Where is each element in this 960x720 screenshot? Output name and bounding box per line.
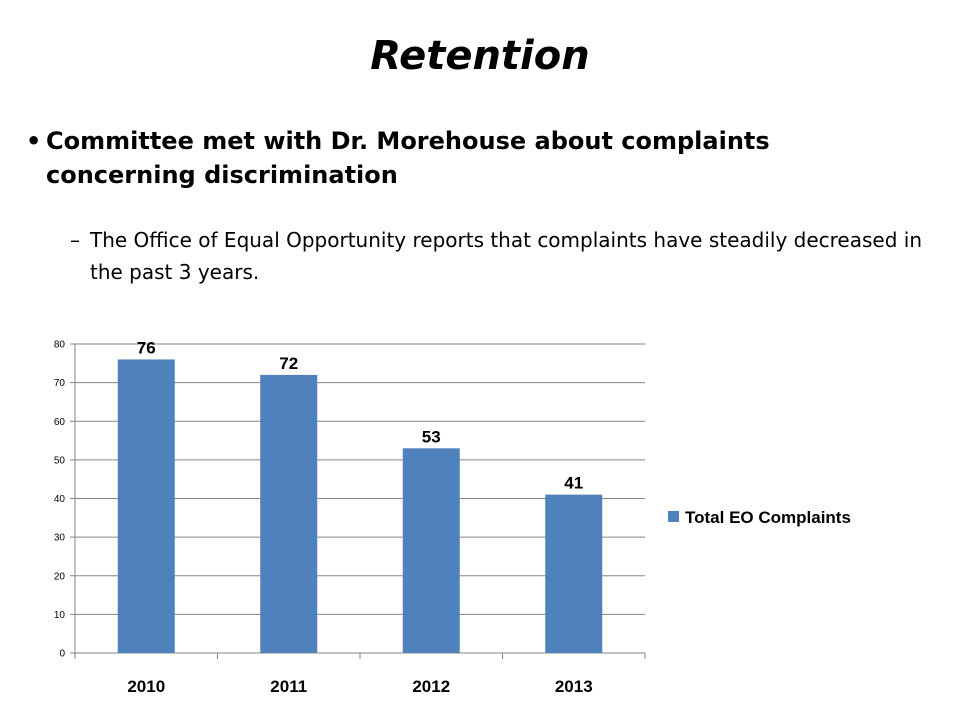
y-tick-label: 60: [54, 417, 66, 428]
x-tick-label: 2011: [270, 677, 307, 696]
data-label: 53: [422, 427, 441, 446]
legend-label: Total EO Complaints: [685, 508, 851, 527]
bullet-dot-icon: •: [26, 127, 42, 155]
y-tick-label: 80: [54, 340, 66, 351]
data-label: 76: [137, 338, 156, 357]
y-tick-label: 10: [54, 610, 66, 621]
bar: [402, 448, 460, 653]
x-tick-label: 2010: [127, 677, 165, 696]
y-tick-label: 50: [54, 455, 66, 466]
main-bullet: • Committee met with Dr. Morehouse about…: [26, 124, 906, 192]
bar: [545, 494, 603, 653]
y-tick-label: 40: [54, 494, 66, 505]
main-bullet-text: Committee met with Dr. Morehouse about c…: [46, 127, 770, 189]
sub-bullet: – The Office of Equal Opportunity report…: [70, 224, 930, 288]
data-label: 72: [279, 354, 298, 373]
chart-legend: Total EO Complaints: [668, 508, 851, 528]
x-tick-label: 2013: [555, 677, 593, 696]
slide-title: Retention: [370, 33, 590, 79]
legend-swatch: [668, 511, 679, 522]
y-tick-label: 20: [54, 571, 66, 582]
y-tick-label: 70: [54, 378, 66, 389]
y-tick-label: 0: [59, 649, 65, 660]
sub-bullet-text: The Office of Equal Opportunity reports …: [90, 228, 922, 284]
x-tick-label: 2012: [412, 677, 450, 696]
data-label: 41: [564, 474, 583, 493]
y-tick-label: 30: [54, 533, 66, 544]
dash-icon: –: [70, 228, 80, 252]
bar-chart: 0 10 20 30 40 50 60 70 80 76 2010 72 2011 53 2012 41 201…: [54, 338, 646, 696]
bar: [260, 374, 318, 653]
bar: [117, 359, 175, 653]
